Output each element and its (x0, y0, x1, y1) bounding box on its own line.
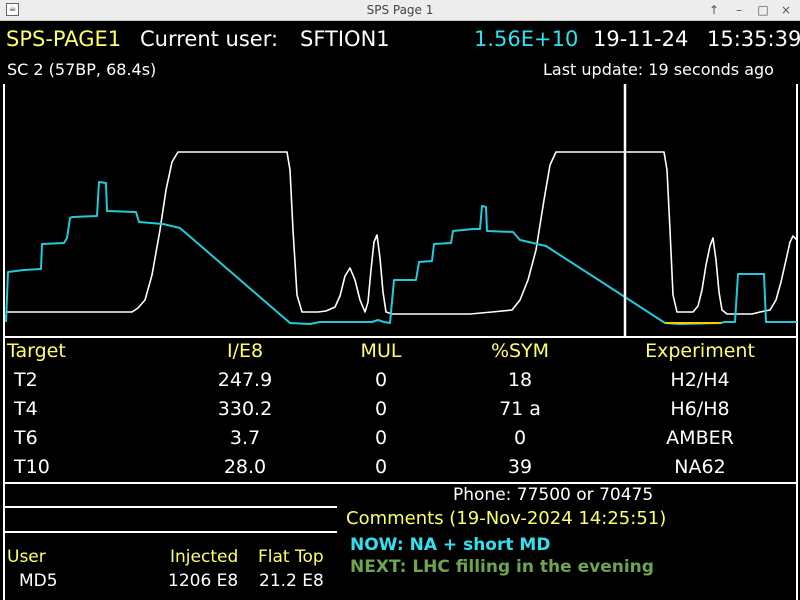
row-mul: 0 (374, 427, 388, 449)
col-header-mul: MUL (360, 340, 402, 362)
row-mul: 0 (374, 456, 388, 478)
row-intensity: 247.9 (217, 369, 273, 391)
row-intensity: 3.7 (229, 427, 261, 449)
row-sym: 71 a (499, 398, 541, 420)
beam-user-value: MD5 (19, 571, 58, 591)
col-header-target: Target (7, 340, 66, 362)
row-target: T10 (14, 456, 50, 478)
window-maximize-button[interactable]: □ (757, 3, 769, 17)
row-sym: 0 (513, 427, 527, 449)
window-minimize-button[interactable]: – (736, 3, 742, 17)
header-time: 15:35:39 (707, 27, 800, 51)
title-bar[interactable]: ☕ SPS Page 1 ↑ – □ × (0, 0, 800, 21)
injected-value: 1206 E8 (168, 571, 239, 591)
row-experiment: H6/H8 (670, 398, 730, 420)
row-intensity: 28.0 (223, 456, 267, 478)
row-mul: 0 (374, 398, 388, 420)
comments-title: Comments (19-Nov-2024 14:25:51) (346, 508, 667, 529)
comment-now: NOW: NA + short MD (350, 535, 551, 555)
header-date: 19-11-24 (593, 27, 689, 51)
comment-next: NEXT: LHC filling in the evening (350, 557, 654, 577)
row-experiment: H2/H4 (670, 369, 730, 391)
row-sym: 39 (507, 456, 533, 478)
last-update: Last update: 19 seconds ago (543, 60, 774, 79)
row-experiment: AMBER (666, 427, 734, 449)
window-title: SPS Page 1 (366, 3, 434, 17)
app-icon: ☕ (6, 3, 19, 16)
row-target: T4 (14, 398, 38, 420)
col-header-experiment: Experiment (645, 340, 755, 362)
row-target: T2 (14, 369, 38, 391)
beam-user-label: User (7, 547, 46, 567)
flat-top-label: Flat Top (258, 547, 324, 567)
col-header-sym: %SYM (490, 340, 550, 362)
row-mul: 0 (374, 369, 388, 391)
flat-top-value: 21.2 E8 (259, 571, 324, 591)
contact-phone: Phone: 77500 or 70475 (453, 485, 654, 505)
current-user-value: SFTION1 (300, 27, 390, 51)
row-sym: 18 (507, 369, 533, 391)
row-intensity: 330.2 (217, 398, 273, 420)
row-target: T6 (14, 427, 38, 449)
col-header-intensity: I/E8 (226, 340, 264, 362)
window-up-button[interactable]: ↑ (708, 3, 720, 17)
row-experiment: NA62 (674, 456, 726, 478)
magnetic-cycle-trace (6, 151, 798, 315)
current-user-label: Current user: (140, 27, 279, 51)
beam-intensity: 1.56E+10 (474, 27, 579, 51)
page-name: SPS-PAGE1 (6, 27, 122, 51)
window-close-button[interactable]: × (780, 3, 792, 17)
injected-label: Injected (170, 547, 239, 567)
supercycle-info: SC 2 (57BP, 68.4s) (7, 60, 157, 79)
beam-intensity-trace (5, 181, 797, 325)
